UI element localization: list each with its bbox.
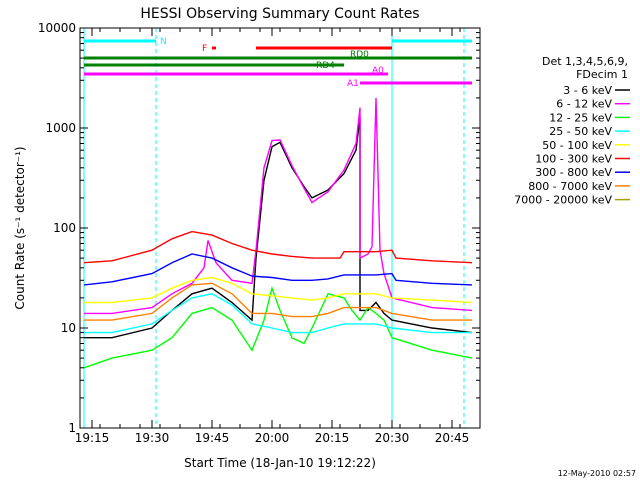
- y-tick-label: 100: [53, 221, 76, 235]
- y-axis-label: Count Rate (s⁻¹ detector⁻¹): [13, 146, 27, 309]
- legend-item-label: 25 - 50 keV: [549, 125, 612, 138]
- series-line-6: [83, 253, 473, 286]
- legend-item-label: 300 - 800 keV: [535, 166, 612, 179]
- flag-label-f: F: [202, 44, 207, 54]
- flag-label-rd4: RD4: [316, 61, 335, 71]
- flag-label-n: N: [160, 37, 167, 47]
- chart-title: HESSI Observing Summary Count Rates: [140, 6, 419, 22]
- legend-title: FDecim 1: [576, 68, 628, 81]
- legend-item-label: 100 - 300 keV: [535, 153, 612, 166]
- x-tick-label: 20:15: [315, 431, 350, 445]
- series-line-7: [84, 282, 472, 321]
- y-tick-label: 1: [68, 421, 76, 435]
- series-line-1: [84, 97, 473, 315]
- flag-label-a0: A0: [372, 66, 384, 76]
- legend-item-label: 3 - 6 keV: [563, 84, 612, 97]
- legend-item-label: 12 - 25 keV: [549, 111, 612, 124]
- y-tick-label: 10000: [38, 21, 76, 35]
- legend-title: Det 1,3,4,5,6,9,: [542, 55, 628, 68]
- flag-label-a1: A1: [347, 79, 359, 89]
- legend-item-label: 800 - 7000 keV: [528, 180, 612, 193]
- series-line-5: [83, 230, 473, 264]
- x-axis-label: Start Time (18-Jan-10 19:12:22): [184, 456, 376, 470]
- x-tick-label: 19:30: [135, 431, 170, 445]
- y-tick-label: 10: [61, 321, 76, 335]
- flag-label-rd0: RD0: [350, 50, 369, 60]
- x-tick-label: 19:15: [75, 431, 110, 445]
- x-tick-label: 20:00: [255, 431, 290, 445]
- legend-item-label: 50 - 100 keV: [542, 139, 612, 152]
- series-line-4: [84, 276, 473, 304]
- y-tick-label: 1000: [45, 121, 76, 135]
- plot-frame: [79, 27, 481, 429]
- x-tick-label: 20:45: [435, 431, 470, 445]
- legend-item-label: 6 - 12 keV: [556, 98, 612, 111]
- x-tick-label: 19:45: [195, 431, 230, 445]
- date-stamp: 12-May-2010 02:57: [558, 469, 636, 478]
- series-line-2: [83, 285, 473, 369]
- legend-item-label: 7000 - 20000 keV: [514, 194, 612, 207]
- series-line-3: [84, 293, 472, 334]
- x-tick-label: 20:30: [375, 431, 410, 445]
